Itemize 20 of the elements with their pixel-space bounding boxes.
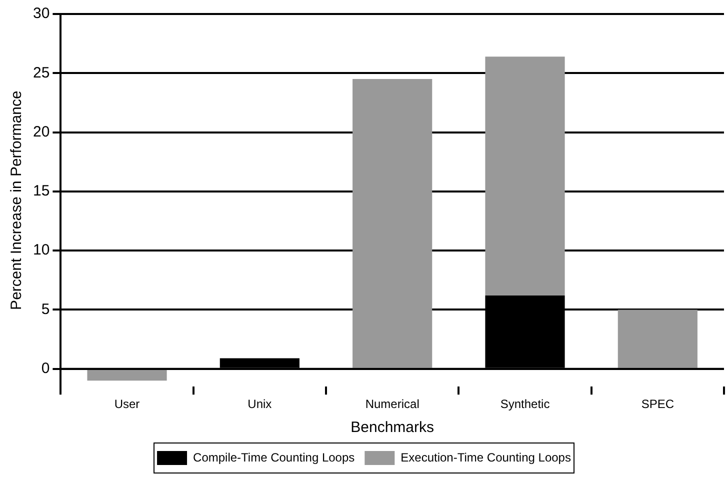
bar bbox=[87, 370, 167, 381]
x-tick-label: SPEC bbox=[641, 397, 674, 412]
y-tick-label: 10 bbox=[32, 242, 50, 259]
x-axis-title: Benchmarks bbox=[350, 419, 434, 436]
legend-label: Compile-Time Counting Loops bbox=[193, 450, 355, 464]
bar bbox=[618, 310, 698, 368]
y-tick-label: 0 bbox=[41, 360, 50, 377]
y-tick-label: 15 bbox=[32, 182, 50, 200]
y-tick-label: 25 bbox=[32, 64, 50, 82]
y-tick-label: 20 bbox=[32, 123, 50, 140]
x-tick-label: Numerical bbox=[365, 397, 420, 412]
bar bbox=[485, 56, 565, 296]
y-tick-label: 5 bbox=[41, 300, 50, 318]
x-tick-label: Synthetic bbox=[500, 397, 550, 412]
x-tick-label: User bbox=[114, 397, 140, 412]
y-tick-label: 30 bbox=[32, 5, 50, 22]
bar bbox=[352, 79, 432, 368]
legend-label: Execution-Time Counting Loops bbox=[400, 450, 571, 464]
x-tick-label: Unix bbox=[248, 397, 272, 412]
y-axis-title: Percent Increase in Performance bbox=[8, 90, 26, 310]
